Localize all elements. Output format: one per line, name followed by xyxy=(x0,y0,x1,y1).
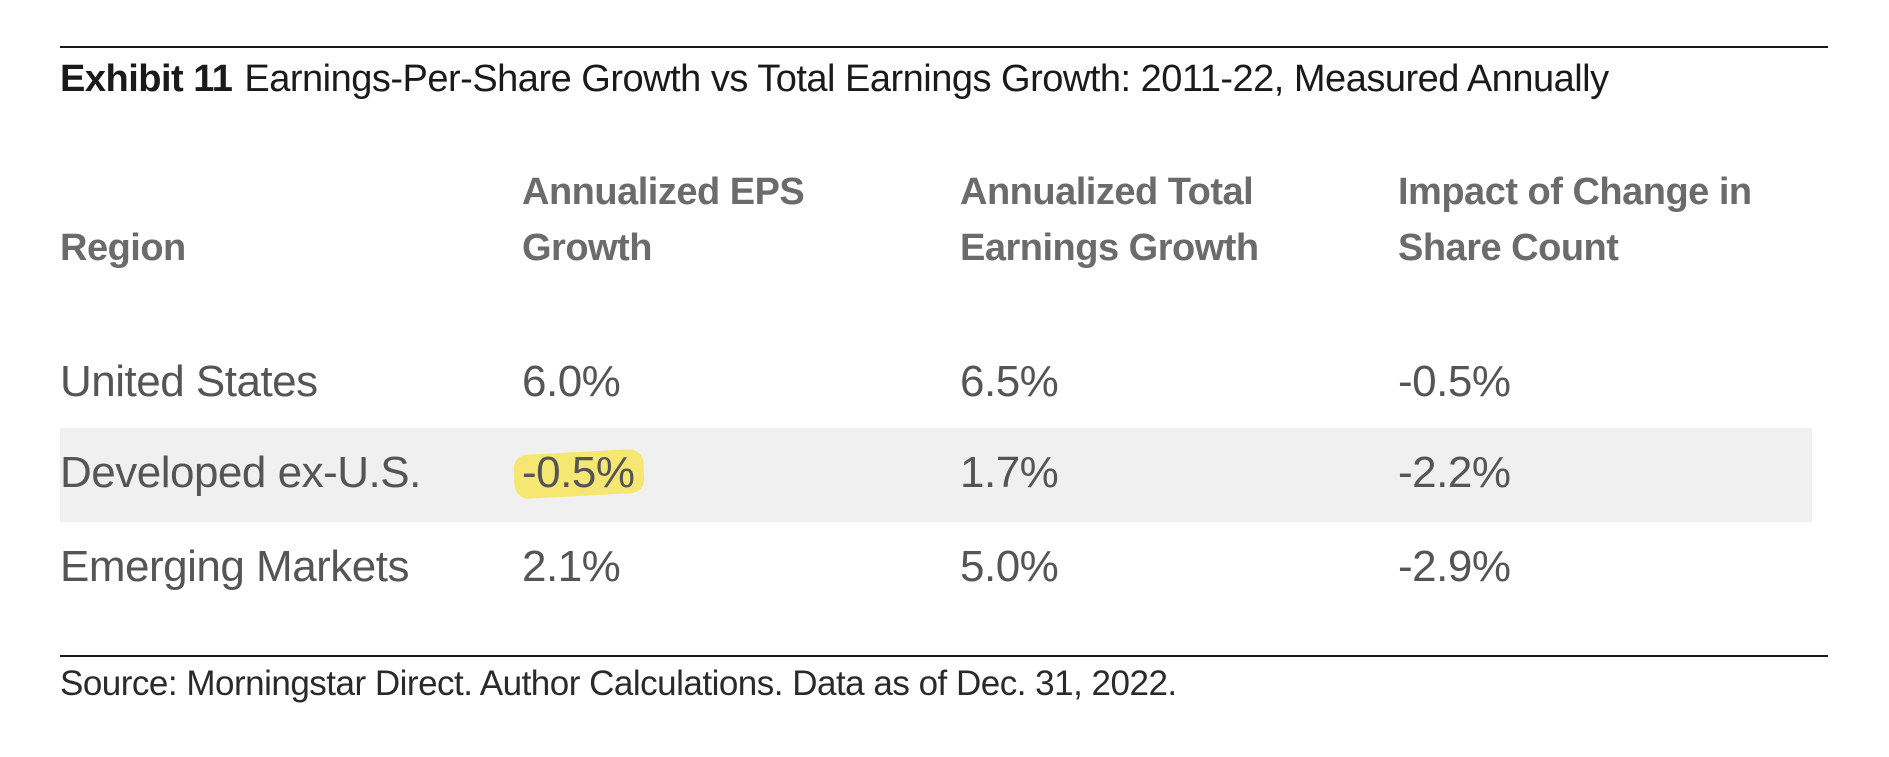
column-header-line: Share Count xyxy=(1398,227,1619,269)
eps-growth-value: -0.5% xyxy=(522,448,635,497)
table-row: Developed ex-U.S. -0.5% 1.7% -2.2% xyxy=(60,428,1812,522)
column-header-line: Growth xyxy=(522,227,652,269)
table-row: Emerging Markets 2.1% 5.0% -2.9% xyxy=(60,522,1812,616)
bottom-rule xyxy=(60,655,1828,657)
total-earnings-growth-cell: 1.7% xyxy=(960,448,1059,498)
eps-growth-value: 6.0% xyxy=(522,357,621,406)
share-count-impact-cell: -2.9% xyxy=(1398,542,1511,592)
total-earnings-growth-value: 5.0% xyxy=(960,542,1059,591)
total-earnings-growth-value: 1.7% xyxy=(960,448,1059,497)
total-earnings-growth-value: 6.5% xyxy=(960,357,1059,406)
exhibit-title: Exhibit 11 Earnings-Per-Share Growth vs T… xyxy=(60,58,1609,101)
share-count-impact-value: -0.5% xyxy=(1398,357,1511,406)
share-count-impact-value: -2.9% xyxy=(1398,542,1511,591)
eps-growth-value: 2.1% xyxy=(522,542,621,591)
table-row: United States 6.0% 6.5% -0.5% xyxy=(60,337,1812,431)
share-count-impact-cell: -2.2% xyxy=(1398,448,1511,498)
eps-growth-cell: -0.5% xyxy=(512,448,646,500)
eps-growth-cell: 2.1% xyxy=(522,542,621,592)
share-count-impact-value: -2.2% xyxy=(1398,448,1511,497)
top-rule xyxy=(60,46,1828,48)
total-earnings-growth-cell: 5.0% xyxy=(960,542,1059,592)
share-count-impact-cell: -0.5% xyxy=(1398,357,1511,407)
region-value: Developed ex-U.S. xyxy=(60,448,421,497)
column-header-region: Region xyxy=(60,220,186,276)
column-header-line: Annualized EPS xyxy=(522,171,805,213)
total-earnings-growth-cell: 6.5% xyxy=(960,357,1059,407)
column-header-line: Annualized Total xyxy=(960,171,1254,213)
region-cell: United States xyxy=(60,357,318,407)
source-note: Source: Morningstar Direct. Author Calcu… xyxy=(60,664,1177,703)
eps-growth-cell: 6.0% xyxy=(522,357,621,407)
region-cell: Emerging Markets xyxy=(60,542,410,592)
column-header-total-earnings-growth: Annualized Total Earnings Growth xyxy=(960,164,1259,276)
column-header-line: Region xyxy=(60,227,186,269)
region-cell: Developed ex-U.S. xyxy=(60,448,421,498)
exhibit-title-text: Earnings-Per-Share Growth vs Total Earni… xyxy=(244,58,1609,100)
region-value: Emerging Markets xyxy=(60,542,410,591)
column-header-eps-growth: Annualized EPS Growth xyxy=(522,164,805,276)
column-header-line: Impact of Change in xyxy=(1398,171,1752,213)
column-header-line: Earnings Growth xyxy=(960,227,1259,269)
region-value: United States xyxy=(60,357,318,406)
column-header-share-count-impact: Impact of Change in Share Count xyxy=(1398,164,1752,276)
exhibit-label: Exhibit 11 xyxy=(60,58,233,100)
